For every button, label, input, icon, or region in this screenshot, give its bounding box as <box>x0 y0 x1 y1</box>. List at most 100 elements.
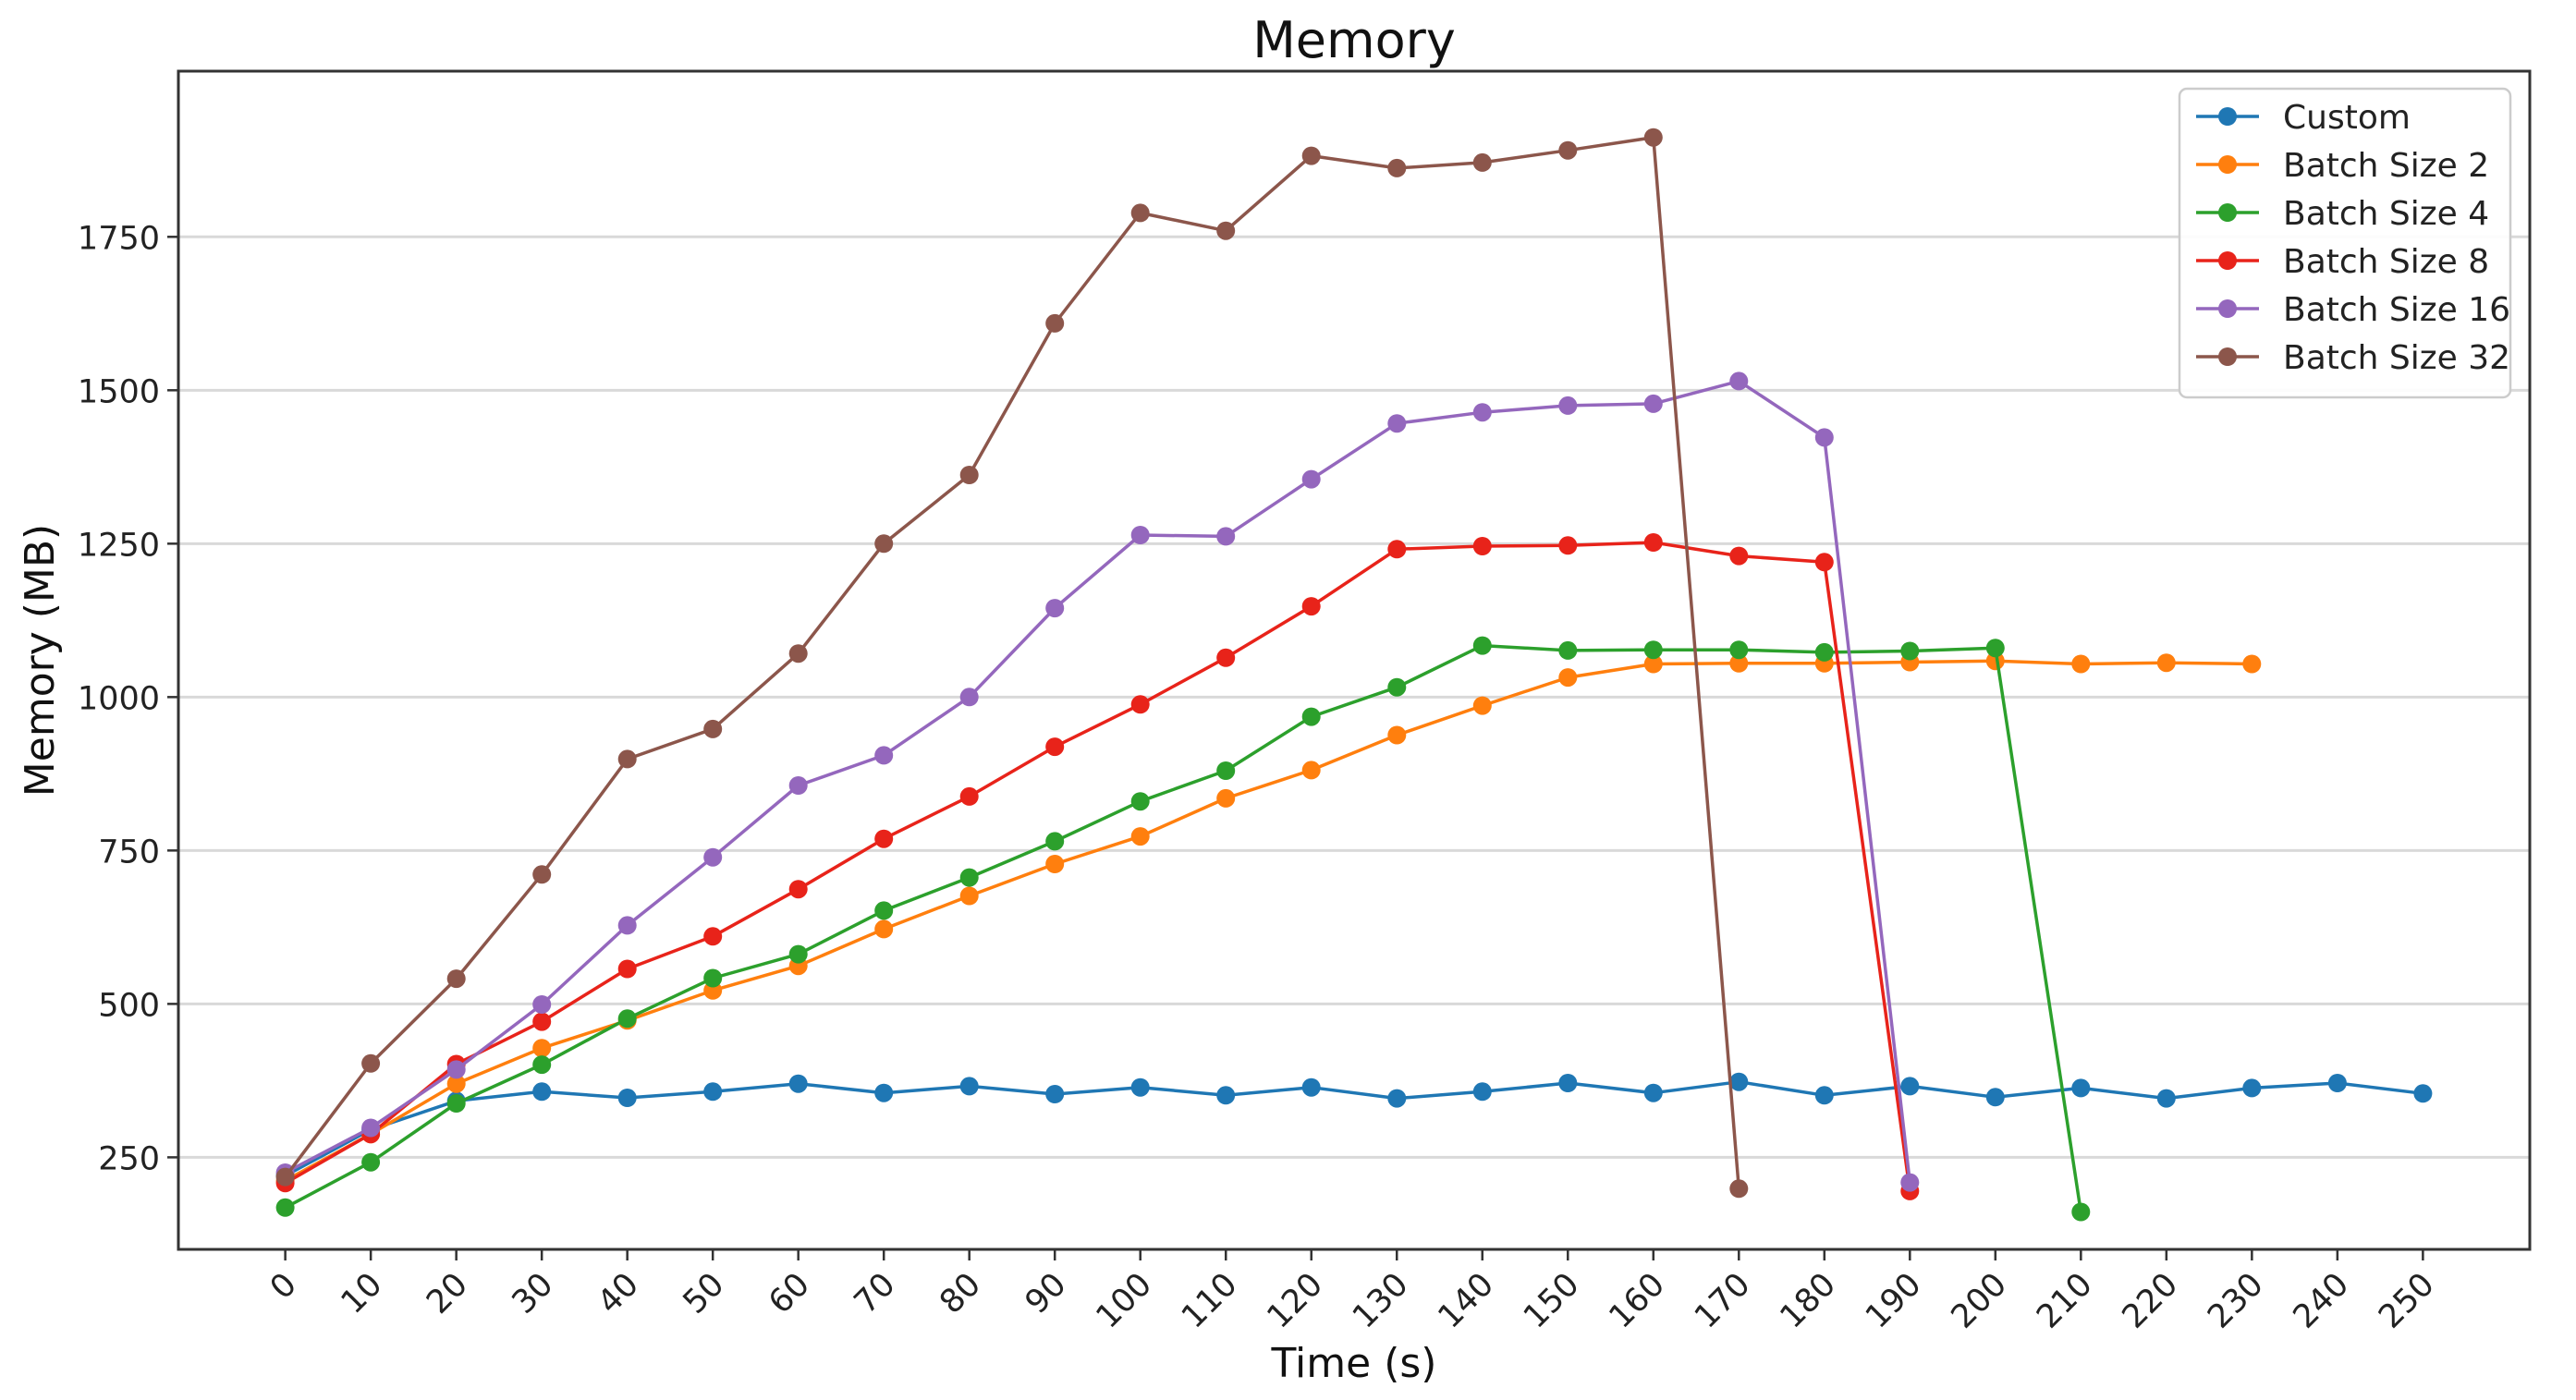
data-point <box>1387 414 1407 433</box>
legend-item: Batch Size 32 <box>2196 339 2510 377</box>
data-point <box>1216 648 1236 667</box>
x-tick-label: 200 <box>1945 1266 2015 1336</box>
data-point <box>1045 737 1065 757</box>
data-point <box>959 786 979 806</box>
x-tick-label: 240 <box>2287 1266 2357 1336</box>
data-point <box>1814 642 1834 662</box>
x-tick-label: 180 <box>1774 1266 1844 1336</box>
x-tick-label: 150 <box>1517 1266 1587 1336</box>
data-point <box>959 886 979 906</box>
data-point <box>1216 761 1236 780</box>
data-point <box>959 868 979 887</box>
data-point <box>2156 1089 2176 1108</box>
series-batch-size-2 <box>275 651 2262 1190</box>
series-layer <box>275 128 2433 1222</box>
data-point <box>1558 140 1578 160</box>
legend-label: Batch Size 8 <box>2283 243 2489 281</box>
data-point <box>617 916 637 935</box>
data-point <box>1729 640 1749 660</box>
x-tick-label: 30 <box>506 1266 561 1321</box>
series-line <box>283 541 1912 1193</box>
data-point <box>1130 526 1150 544</box>
y-tick-label: 500 <box>98 987 160 1024</box>
data-point <box>1130 203 1150 223</box>
y-tick-label: 1500 <box>78 373 160 410</box>
data-point <box>1643 394 1663 413</box>
x-tick-label: 100 <box>1090 1266 1160 1336</box>
data-point <box>1558 1074 1578 1092</box>
data-point <box>788 776 808 795</box>
data-point <box>1387 158 1407 177</box>
grid-layer <box>178 235 2530 1159</box>
data-point <box>1130 792 1150 811</box>
data-point <box>1643 654 1663 674</box>
y-tick-label: 750 <box>98 834 160 870</box>
y-tick-label: 1750 <box>78 220 160 257</box>
legend-label: Batch Size 4 <box>2283 195 2489 233</box>
legend-label: Batch Size 32 <box>2283 339 2510 377</box>
data-point <box>788 644 808 663</box>
series-batch-size-32 <box>275 128 1749 1199</box>
x-tick-label: 130 <box>1346 1266 1416 1336</box>
data-point <box>1045 855 1065 873</box>
data-point <box>617 1089 637 1107</box>
data-point <box>1472 1082 1492 1102</box>
data-point <box>2242 1078 2262 1098</box>
data-point <box>703 847 723 867</box>
data-point <box>1130 827 1150 846</box>
data-point <box>874 919 894 939</box>
plot-frame <box>177 69 2532 1251</box>
x-tick-label: 20 <box>420 1266 475 1321</box>
data-point <box>1045 599 1065 618</box>
data-point <box>703 968 723 988</box>
data-point <box>1216 1086 1236 1105</box>
data-point <box>2327 1074 2347 1092</box>
y-axis-title: Memory (MB) <box>17 524 64 797</box>
x-tick-label: 160 <box>1603 1266 1673 1336</box>
x-tick-label: 70 <box>848 1266 903 1321</box>
data-point <box>1216 527 1236 546</box>
x-tick-label: 220 <box>2116 1266 2186 1336</box>
data-point <box>788 944 808 964</box>
legend-label: Batch Size 16 <box>2283 291 2510 329</box>
data-point <box>788 1074 808 1093</box>
series-custom <box>275 1072 2433 1186</box>
data-point <box>1472 152 1492 172</box>
data-point <box>1729 1072 1749 1091</box>
data-point <box>532 995 552 1014</box>
x-tick-label: 80 <box>933 1266 988 1321</box>
series-line <box>283 379 1912 1185</box>
data-point <box>1729 653 1749 673</box>
y-tick-label: 250 <box>98 1140 160 1177</box>
data-point <box>874 1083 894 1102</box>
data-point <box>275 1167 295 1187</box>
data-point <box>1472 636 1492 655</box>
data-point <box>2071 1078 2091 1098</box>
x-tick-label: 190 <box>1859 1266 1929 1336</box>
series-line <box>283 135 1741 1191</box>
x-tick-label: 50 <box>677 1266 732 1321</box>
legend-marker <box>2218 251 2237 270</box>
data-point <box>1985 1088 2005 1107</box>
data-point <box>1814 553 1834 572</box>
x-tick-label: 250 <box>2372 1266 2442 1336</box>
data-point <box>1729 371 1749 391</box>
data-point <box>959 1077 979 1096</box>
data-point <box>1387 540 1407 559</box>
x-tick-label: 0 <box>263 1266 304 1307</box>
data-point <box>1814 1086 1834 1105</box>
data-point <box>446 1060 466 1079</box>
data-point <box>1045 313 1065 333</box>
data-point <box>1216 221 1236 240</box>
series-line <box>283 1079 2425 1178</box>
data-point <box>959 466 979 484</box>
x-tick-label: 40 <box>591 1266 646 1321</box>
data-point <box>1301 707 1321 726</box>
data-point <box>1729 546 1749 566</box>
x-axis-title: Time (s) <box>1271 1340 1437 1387</box>
data-point <box>275 1198 295 1217</box>
data-point <box>532 1082 552 1102</box>
data-point <box>1301 1077 1321 1097</box>
legend-item: Batch Size 4 <box>2196 195 2489 233</box>
